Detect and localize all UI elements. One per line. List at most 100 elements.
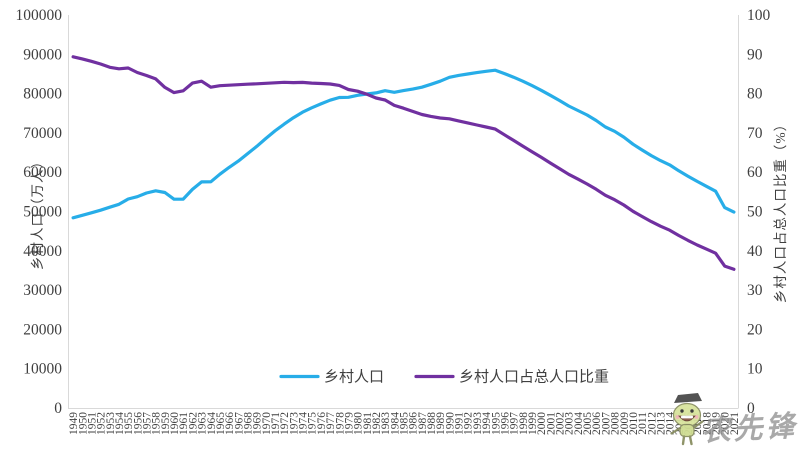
x-tick-label: 1998 bbox=[518, 412, 530, 435]
x-tick-label: 2013 bbox=[656, 412, 668, 435]
x-tick-label: 1951 bbox=[86, 412, 98, 435]
x-tick-label: 1997 bbox=[509, 412, 521, 435]
x-tick-label: 2009 bbox=[619, 412, 631, 435]
x-tick-label: 1984 bbox=[389, 412, 401, 435]
x-tick-label: 1952 bbox=[96, 412, 108, 435]
x-tick-label: 2003 bbox=[564, 412, 576, 435]
x-tick-label: 1985 bbox=[399, 412, 411, 435]
x-tick-label: 1995 bbox=[490, 412, 502, 435]
y-right-tick-label: 60 bbox=[747, 164, 763, 181]
y-left-tick-label: 90000 bbox=[23, 46, 62, 63]
x-tick-label: 2010 bbox=[628, 412, 640, 435]
x-tick-label: 2002 bbox=[555, 412, 567, 435]
y-right-tick-label: 90 bbox=[747, 46, 763, 63]
x-tick-label: 2018 bbox=[701, 412, 713, 435]
x-tick-label: 2021 bbox=[729, 412, 741, 435]
x-tick-label: 1992 bbox=[463, 412, 475, 435]
x-tick-label: 2007 bbox=[600, 412, 612, 435]
y-right-tick-label: 80 bbox=[747, 86, 763, 103]
legend-label-rural-share: 乡村人口占总人口比重 bbox=[459, 369, 609, 386]
x-tick-label: 1973 bbox=[288, 412, 300, 435]
y-right-tick-label: 0 bbox=[747, 400, 755, 417]
series-rural-share-line bbox=[71, 55, 736, 271]
mascot-icon bbox=[670, 393, 704, 446]
x-tick-label: 1975 bbox=[307, 412, 319, 435]
x-tick-label: 1979 bbox=[343, 412, 355, 435]
x-tick-label: 1957 bbox=[142, 412, 154, 435]
x-tick-label: 1954 bbox=[114, 412, 126, 435]
x-tick-label: 1962 bbox=[187, 412, 199, 435]
x-tick-label: 1968 bbox=[243, 412, 255, 435]
x-tick-label: 2006 bbox=[591, 412, 603, 435]
x-tick-label: 2012 bbox=[646, 412, 658, 435]
x-tick-label: 2001 bbox=[545, 412, 557, 435]
x-tick-label: 1972 bbox=[279, 412, 291, 435]
x-tick-label: 1958 bbox=[151, 412, 163, 435]
y-left-tick-label: 70000 bbox=[23, 125, 62, 142]
x-tick-label: 1961 bbox=[178, 412, 190, 435]
x-tick-label: 1960 bbox=[169, 412, 181, 435]
y-axis-right-tick-labels: 0 10 20 30 40 50 60 70 80 90 100 bbox=[747, 7, 771, 417]
x-tick-label: 2020 bbox=[720, 412, 732, 435]
x-tick-label: 1956 bbox=[132, 412, 144, 435]
x-tick-label: 1969 bbox=[252, 412, 264, 435]
x-tick-label: 1971 bbox=[270, 412, 282, 435]
x-tick-label: 2008 bbox=[610, 412, 622, 435]
x-tick-label: 2004 bbox=[573, 412, 585, 435]
legend: 乡村人口 乡村人口占总人口比重 bbox=[279, 369, 609, 386]
x-tick-label: 1950 bbox=[77, 412, 89, 435]
x-tick-label: 1976 bbox=[316, 412, 328, 435]
left-axis-title: 乡村人口（万人） bbox=[30, 154, 45, 270]
y-right-tick-label: 70 bbox=[747, 125, 763, 142]
y-left-tick-label: 0 bbox=[54, 400, 62, 417]
x-tick-label: 2000 bbox=[536, 412, 548, 435]
y-left-tick-label: 40000 bbox=[23, 243, 62, 260]
y-right-tick-label: 40 bbox=[747, 243, 763, 260]
y-axis-left-tick-labels: 0 10000 20000 30000 40000 50000 60000 70000 8000… bbox=[16, 7, 63, 417]
x-tick-label: 2011 bbox=[637, 412, 649, 435]
x-tick-label: 1953 bbox=[105, 412, 117, 435]
x-axis-tick-labels: 1949195019511952195319541955195619571958… bbox=[68, 412, 741, 435]
x-tick-label: 1949 bbox=[68, 412, 80, 435]
x-tick-label: 1990 bbox=[444, 412, 456, 435]
y-left-tick-label: 30000 bbox=[23, 282, 62, 299]
x-tick-label: 1991 bbox=[454, 412, 466, 435]
x-tick-label: 1988 bbox=[426, 412, 438, 435]
x-tick-label: 1967 bbox=[233, 412, 245, 435]
x-tick-label: 1977 bbox=[325, 412, 337, 435]
x-tick-label: 1955 bbox=[123, 412, 135, 435]
x-tick-label: 1959 bbox=[160, 412, 172, 435]
y-right-tick-label: 50 bbox=[747, 204, 763, 221]
x-tick-label: 1983 bbox=[380, 412, 392, 435]
y-right-tick-label: 100 bbox=[747, 7, 771, 24]
x-tick-label: 1982 bbox=[371, 412, 383, 435]
y-left-tick-label: 100000 bbox=[16, 7, 63, 24]
axes bbox=[68, 15, 739, 409]
x-tick-label: 1986 bbox=[408, 412, 420, 435]
y-right-tick-label: 10 bbox=[747, 361, 763, 378]
watermark-text: 农先锋 bbox=[701, 410, 800, 447]
x-tick-label: 1996 bbox=[500, 412, 512, 435]
x-tick-label: 2019 bbox=[711, 412, 723, 435]
y-right-tick-label: 30 bbox=[747, 282, 763, 299]
x-tick-label: 1993 bbox=[472, 412, 484, 435]
y-left-tick-label: 20000 bbox=[23, 321, 62, 338]
x-tick-label: 1994 bbox=[481, 412, 493, 435]
y-left-tick-label: 50000 bbox=[23, 204, 62, 221]
x-tick-label: 1989 bbox=[435, 412, 447, 435]
x-tick-label: 1999 bbox=[527, 412, 539, 435]
y-left-tick-label: 80000 bbox=[23, 86, 62, 103]
series-rural-population-line bbox=[71, 68, 736, 220]
right-axis-title: 乡村人口占总人口比重（%） bbox=[773, 117, 788, 303]
x-tick-label: 2005 bbox=[582, 412, 594, 435]
x-tick-label: 1974 bbox=[298, 412, 310, 435]
legend-label-rural-population: 乡村人口 bbox=[324, 369, 384, 386]
watermark: 农先锋 bbox=[670, 393, 800, 448]
x-tick-label: 1964 bbox=[206, 412, 218, 435]
y-right-tick-label: 20 bbox=[747, 321, 763, 338]
x-tick-label: 1978 bbox=[334, 412, 346, 435]
x-tick-label: 1987 bbox=[417, 412, 429, 435]
y-left-tick-label: 10000 bbox=[23, 361, 62, 378]
x-tick-label: 1970 bbox=[261, 412, 273, 435]
